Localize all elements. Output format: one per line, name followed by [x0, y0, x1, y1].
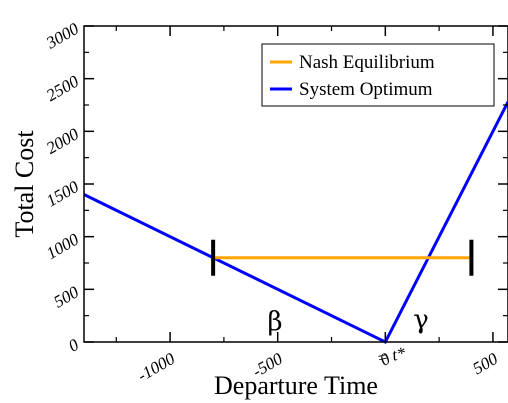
x-tick-label: -1000 — [134, 349, 178, 386]
y-tick-label: 3000 — [42, 19, 82, 53]
x-tick-label: 500 — [469, 349, 501, 378]
y-tick-label: 1000 — [43, 229, 82, 263]
y-axis-label: Total Cost — [10, 130, 39, 238]
y-tick-label: 1500 — [43, 177, 82, 211]
gamma-annotation: γ — [413, 305, 429, 335]
beta-annotation: β — [267, 307, 282, 337]
legend-box — [261, 43, 495, 107]
legend-label-nash: Nash Equilibrium — [299, 52, 435, 73]
y-tick-label: 2000 — [43, 124, 82, 158]
y-tick-label: 0 — [65, 335, 82, 356]
y-tick-label: 2500 — [43, 71, 82, 105]
legend-label-system-optimum: System Optimum — [299, 79, 433, 100]
system-optimum-line — [83, 101, 508, 344]
y-tick-label: 500 — [50, 282, 82, 311]
x-axis-label: Departure Time — [214, 371, 378, 400]
t-star-annotation: = t* — [375, 343, 408, 368]
plot-area — [83, 101, 508, 344]
legend: Nash Equilibrium System Optimum — [261, 43, 495, 107]
